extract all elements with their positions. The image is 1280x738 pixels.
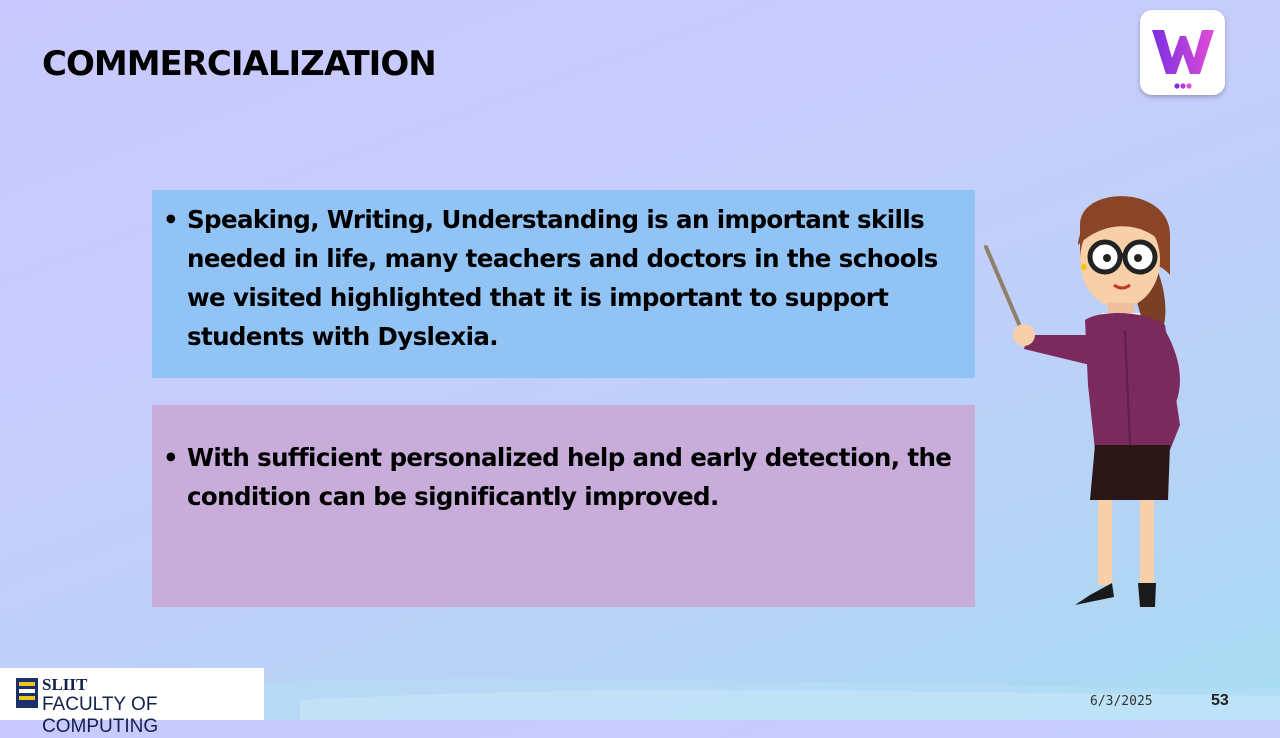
bullet-item: • Speaking, Writing, Understanding is an… (162, 200, 957, 356)
slide-date: 6/3/2025 (1090, 694, 1153, 709)
bullet-dot: • (163, 205, 179, 234)
footer-wave-decoration (0, 678, 1280, 720)
bullet-text: With sufficient personalized help and ea… (187, 443, 952, 511)
slide-title: COMMERCIALIZATION (42, 44, 437, 84)
org-name: SLIIT (42, 675, 88, 694)
slide: COMMERCIALIZATION • Speaking, Writing, U… (0, 10, 1280, 737)
faculty-name: FACULTY OF COMPUTING (42, 694, 159, 737)
footer-faculty-logo: SLIIT FACULTY OF COMPUTING (0, 668, 264, 737)
text-box-top: • Speaking, Writing, Understanding is an… (152, 190, 975, 378)
teacher-illustration (984, 196, 1180, 607)
bullet-dot: • (163, 443, 179, 472)
w-logo-icon (1152, 30, 1214, 89)
bullet-item: • With sufficient personalized help and … (162, 438, 957, 516)
bullet-text: Speaking, Writing, Understanding is an i… (187, 205, 938, 351)
sliit-crest-icon (16, 678, 38, 708)
app-logo (1140, 10, 1225, 95)
slide-number: 53 (1211, 692, 1229, 709)
text-box-bottom: • With sufficient personalized help and … (152, 405, 975, 607)
